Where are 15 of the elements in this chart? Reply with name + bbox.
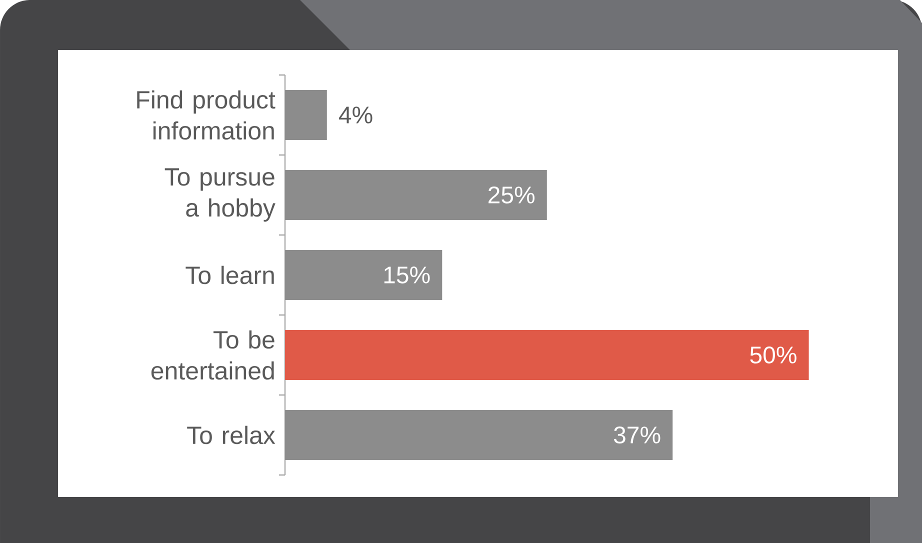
data-label: 15% <box>384 266 430 284</box>
y-tick-label: To relax <box>187 426 276 444</box>
y-tick-label: To learn <box>186 266 274 284</box>
bar <box>285 250 442 300</box>
bar <box>285 170 547 220</box>
bar <box>285 90 327 140</box>
data-label: 25% <box>488 186 535 204</box>
bar <box>285 410 673 460</box>
y-tick-label: Find product information <box>137 90 276 140</box>
y-tick-label: To be entertained <box>151 330 274 380</box>
bar <box>285 330 809 380</box>
data-label: 50% <box>750 346 796 364</box>
data-label: 4% <box>338 106 372 124</box>
y-tick-label: To pursue a hobby <box>164 168 276 222</box>
data-label: 37% <box>614 426 660 444</box>
